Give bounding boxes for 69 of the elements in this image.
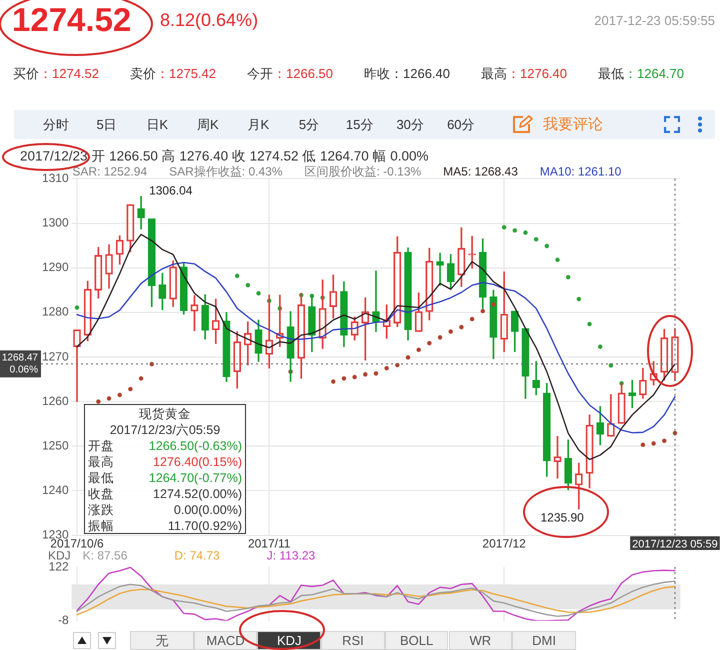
text: 30分 [395,116,425,134]
text: 分时 [42,116,70,134]
text: 月K [246,116,270,134]
text: 5日 [95,116,118,134]
category-label: 涨跌 [88,502,114,518]
y-tick-label: 1270 [42,349,69,364]
text: 15分 [344,116,374,134]
y-tick-label: 1260 [42,394,69,408]
text: ：1274.52 [39,66,99,81]
y-tick-label: 1280 [42,304,69,319]
text: 我要评论 [543,115,603,135]
x-tick-label: 2017/12 [482,536,526,551]
series-label: J: 113.23 [266,548,316,562]
text: 8.12(0.64%) [160,9,258,31]
category-label: 振幅 [88,518,114,534]
series-label: K: 87.56 [82,548,128,562]
text: 1235.90 [540,510,584,524]
text: 1276.40(0.15%) [153,455,242,469]
text: 周K [196,116,220,134]
text: ：1266.50 [273,66,333,81]
y-tick-label: -8 [58,613,69,628]
y-tick-label: 1310 [42,171,69,186]
category-label: 卖价 [130,66,156,81]
category-label: 最高 [88,454,114,470]
text: SAR: 1252.94 [72,164,148,178]
category-label: 买价 [13,66,39,81]
tab: 无 [130,631,194,650]
category-label: 开盘 [88,438,114,454]
category-label: 今开 [247,66,273,81]
text: ：1276.40 [507,66,567,81]
text: ：1264.70 [624,66,684,81]
text: 5分 [298,116,320,134]
text: 1264.70(-0.77%) [148,471,242,485]
text: 现货黄金 [138,406,192,422]
category-label: 收盘 [88,486,114,502]
x-tick-label: 2017/11 [248,536,291,551]
text: ：1275.42 [156,66,216,81]
text: 2017-12-23 05:59:55 [594,12,715,29]
tab: DMI [512,631,576,650]
y-tick-label: 1300 [42,216,69,230]
text: D: 74.73 [174,548,220,562]
category-label: 昨收 [364,66,390,81]
chart-title: 2017/12/23 开 1266.50 高 1276.40 收 1274.52 低 1264.70 幅 0.00% [20,148,429,164]
text: 2017/12/23/六05:59 [108,422,222,438]
text: 1274.52 [12,1,132,39]
y-tick-label: 1240 [42,483,69,498]
text: 0.00(0.00%) [174,503,242,517]
text: 60分 [446,116,476,134]
text: ：1266.40 [390,66,450,81]
tab: WR [448,631,512,650]
tab: RSI [321,631,385,650]
text: MA5: 1268.43 [443,164,518,178]
text: 日K [145,116,170,134]
y-tick-label: 1250 [42,438,69,452]
y-tick-label: 1290 [42,260,69,274]
text: 1266.50(-0.63%) [148,439,242,453]
text: 1306.04 [149,184,192,198]
x-tick-label: 2017/12/23 05:59 [632,538,718,550]
text: MA10: 1261.10 [540,164,622,178]
category-label: 最高 [481,66,507,81]
text: 1274.52(0.00%) [153,487,242,501]
ref-line-label: 1268.47 0.06% [2,352,38,376]
text: 11.70(0.92%) [168,519,242,533]
text: 区间股价收益: -0.13% [304,164,422,178]
tab: MACD [194,631,258,650]
text: SAR操作收益: 0.43% [169,164,283,178]
tab: BOLL [384,631,448,650]
category-label: 最低 [88,470,114,486]
category-label: 最低 [598,66,624,81]
